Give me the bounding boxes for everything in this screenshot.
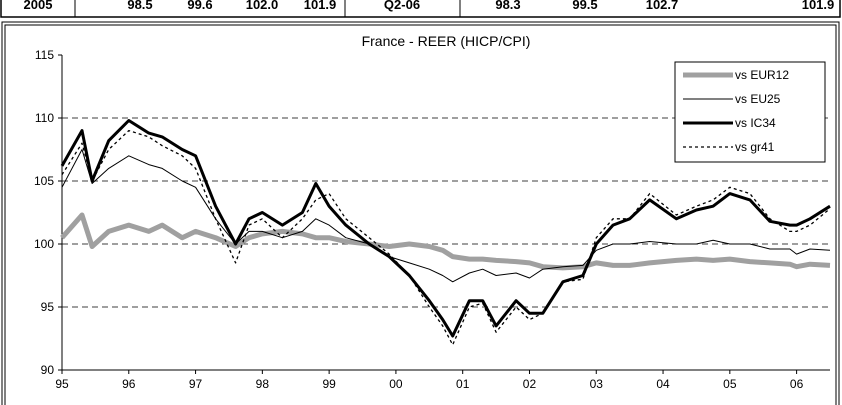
x-tick-label: 96 (122, 377, 136, 391)
table-cell: 99.5 (572, 0, 597, 12)
y-tick-label: 115 (35, 48, 54, 62)
table-cell: 98.3 (495, 0, 520, 12)
x-tick-label: 99 (322, 377, 336, 391)
table-cell: 99.6 (187, 0, 212, 12)
legend-label: vs EU25 (735, 92, 781, 106)
x-tick-label: 02 (523, 377, 537, 391)
x-tick-label: 03 (590, 377, 604, 391)
y-tick-label: 105 (34, 174, 54, 188)
y-tick-label: 90 (41, 363, 55, 377)
legend-label: vs gr41 (735, 140, 775, 154)
table-cell: 102.7 (646, 0, 679, 12)
series-line (61, 149, 831, 283)
table-cell: 98.5 (127, 0, 152, 12)
x-tick-label: 97 (189, 377, 203, 391)
series-line (61, 129, 831, 346)
table-strip: 2005 98.5 99.6 102.0 101.9 Q2-06 98.3 99.5 102.7… (0, 0, 841, 18)
table-cell: 2005 (24, 0, 53, 12)
table-cell: 102.0 (246, 0, 279, 12)
table-cell: Q2-06 (384, 0, 420, 12)
y-tick-label: 100 (34, 237, 54, 251)
x-tick-label: 98 (256, 377, 270, 391)
series-line (60, 212, 831, 271)
x-tick-label: 05 (723, 377, 737, 391)
chart-frame (1, 21, 840, 405)
legend-label: vs IC34 (735, 116, 776, 130)
x-tick-label: 06 (790, 377, 804, 391)
legend-label: vs EUR12 (735, 68, 789, 82)
legend-box (674, 61, 826, 163)
table-cell: 101.9 (304, 0, 337, 12)
series-line (60, 119, 831, 338)
x-tick-label: 01 (456, 377, 470, 391)
strip-border (0, 0, 841, 18)
x-tick-label: 95 (55, 377, 69, 391)
chart-title: France - REER (HICP/CPI) (362, 33, 531, 49)
chart-frame-inner (4, 24, 837, 405)
x-tick-label: 00 (389, 377, 403, 391)
y-tick-label: 95 (41, 300, 55, 314)
x-tick-label: 04 (656, 377, 670, 391)
y-tick-label: 110 (35, 111, 54, 125)
table-cell: 101.9 (802, 0, 835, 12)
